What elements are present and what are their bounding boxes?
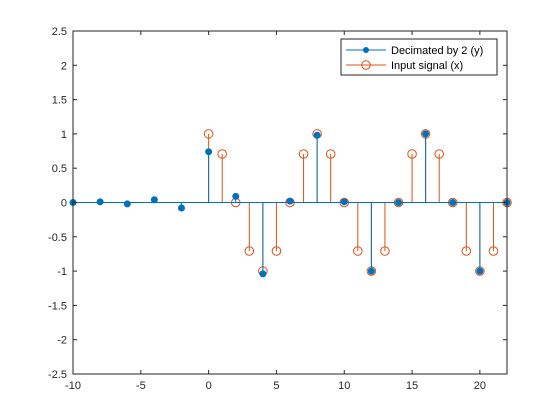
stem-marker-open [244, 246, 255, 256]
x-tick-label: -10 [65, 380, 81, 392]
y-tick-label: 0 [61, 198, 67, 210]
x-tick-label: -5 [136, 380, 146, 392]
stem-marker-filled [232, 192, 240, 200]
series-0 [69, 130, 511, 278]
stem-marker-filled [476, 267, 484, 275]
legend-item-0: Decimated by 2 (y) [346, 45, 483, 57]
x-tick-label: 0 [206, 380, 212, 392]
y-tick-label: -1 [57, 266, 67, 278]
stem-marker-filled [123, 200, 131, 208]
stem-marker-open [203, 129, 214, 139]
stem-marker-open [217, 149, 227, 159]
stem-marker-filled [395, 199, 402, 206]
legend-marker [363, 47, 369, 53]
stem-marker-open [298, 149, 309, 159]
stem-marker-filled [205, 148, 213, 156]
stem-marker-filled [313, 131, 321, 139]
y-tick-label: 2 [61, 60, 67, 72]
stem-marker-open [353, 246, 363, 256]
y-tick-label: -0.5 [48, 232, 67, 244]
legend-label: Decimated by 2 (y) [391, 45, 483, 57]
y-tick-label: -2.5 [48, 369, 67, 381]
x-tick-label: 5 [273, 380, 279, 392]
stem-marker-open [325, 149, 336, 159]
x-tick-label: 15 [406, 380, 418, 392]
stem-marker-filled [150, 196, 158, 204]
axes-layer: -10 -5 0 5 10 15 20 -2.5 -2 -1.5 -1 -0.5 0 0.5 1 1.5 2 2.… [48, 26, 508, 392]
stem-marker-filled [367, 267, 375, 275]
legend-item-1: Input signal (x) [346, 60, 463, 72]
stem-marker-filled [286, 197, 294, 205]
y-tick-label: -1.5 [48, 300, 67, 312]
stem-marker-filled [178, 204, 185, 212]
stem-marker-open [461, 246, 472, 256]
stem-marker-filled [422, 130, 430, 138]
y-tick-label: 1 [61, 129, 67, 141]
y-tick-label: 1.5 [52, 95, 67, 107]
stem-marker-open [407, 149, 417, 159]
stem-marker-filled [340, 198, 348, 206]
x-tick-label: 20 [474, 380, 486, 392]
stem-marker-open [488, 246, 499, 256]
series-layer [69, 129, 512, 278]
legend: Decimated by 2 (y) Input signal (x) [340, 38, 498, 76]
x-tick-label: 10 [338, 380, 350, 392]
legend-marker [361, 60, 371, 70]
stem-marker-open [380, 246, 390, 256]
stem-marker-open [434, 149, 444, 159]
legend-label: Input signal (x) [391, 60, 463, 72]
y-tick-label: 0.5 [52, 163, 67, 175]
stem-marker-filled [449, 199, 457, 206]
y-tick-label: 2.5 [52, 26, 67, 38]
y-tick-label: -2 [57, 335, 67, 347]
stem-marker-filled [96, 198, 104, 206]
stem-marker-open [271, 246, 282, 256]
stem-marker-filled [259, 270, 267, 278]
